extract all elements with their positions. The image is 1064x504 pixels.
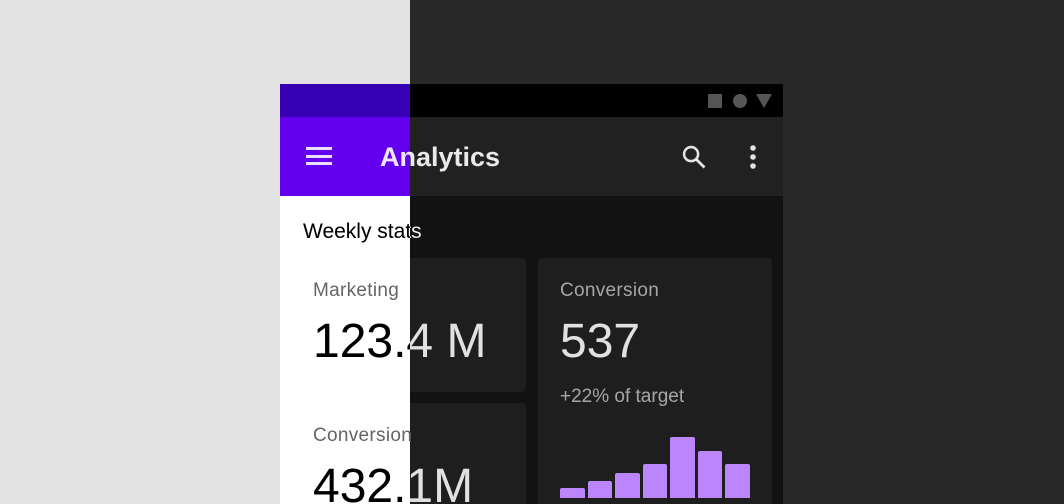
card-note: +22% of target [560, 386, 685, 407]
status-bar [280, 84, 783, 117]
content: Weekly stats Marketing 123.4 M Conversio… [280, 196, 783, 504]
more-vert-icon[interactable] [748, 144, 758, 170]
card-label: Marketing [313, 280, 400, 301]
triangle-icon [756, 94, 772, 108]
section-title: Weekly stats [303, 220, 422, 243]
chart-bar [670, 437, 695, 498]
search-icon[interactable] [680, 143, 708, 171]
stat-card-conversion[interactable]: Conversion 537 +22% of target [538, 258, 772, 504]
card-value: 123.4 M [313, 315, 487, 368]
square-icon [708, 94, 722, 108]
bar-chart [560, 428, 750, 498]
card-label: Conversion [560, 280, 660, 301]
chart-bar [587, 481, 612, 498]
phone-screen: Analytics Weekly stats Marketing 123.4 M… [280, 84, 783, 504]
card-value: 432.1M [313, 460, 474, 504]
chart-bar [560, 488, 585, 498]
stat-card-conversion-2[interactable]: Conversion 432.1M [291, 403, 526, 504]
hamburger-menu-icon[interactable] [306, 147, 332, 165]
chart-bar [615, 473, 640, 498]
chart-bar [697, 451, 722, 498]
chart-bar [725, 464, 750, 498]
chart-bar [642, 464, 667, 498]
app-bar: Analytics [280, 117, 783, 196]
card-label: Conversion [313, 425, 413, 446]
app-title: Analytics [380, 142, 501, 172]
circle-icon [733, 94, 747, 108]
card-value: 537 [560, 315, 641, 368]
stat-card-marketing[interactable]: Marketing 123.4 M [291, 258, 526, 392]
